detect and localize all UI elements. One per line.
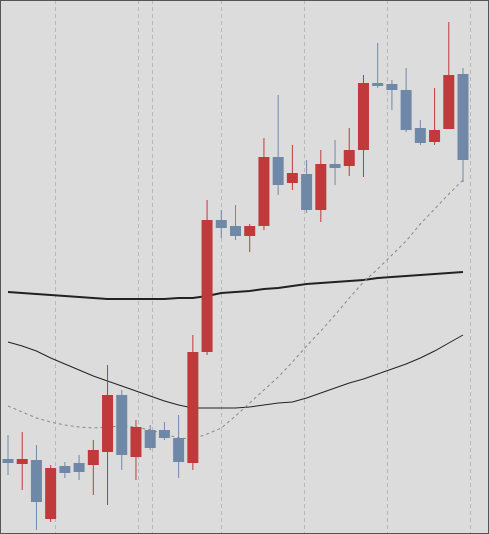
- moving-average-line: [7, 334, 464, 409]
- candle-body: [87, 450, 99, 465]
- candle-body: [457, 74, 469, 160]
- candle-body: [329, 164, 341, 168]
- candle-body: [45, 468, 57, 519]
- candle-body: [2, 459, 14, 463]
- candle-body: [315, 164, 327, 210]
- candle-body: [73, 463, 85, 472]
- moving-average-line: [7, 271, 464, 300]
- candle-body: [173, 438, 185, 462]
- candle-body: [187, 352, 199, 463]
- candle-body: [272, 157, 284, 185]
- candle-body: [414, 128, 426, 143]
- candle-body: [16, 459, 28, 464]
- candle-body: [400, 90, 412, 130]
- candle-body: [301, 174, 313, 210]
- candle-body: [286, 173, 298, 183]
- candle-body: [130, 427, 142, 457]
- candle-body: [30, 460, 42, 502]
- candle-body: [372, 83, 384, 86]
- candle-body: [201, 220, 213, 352]
- candle-body: [343, 150, 355, 166]
- candle-body: [443, 75, 455, 129]
- candle-body: [386, 84, 398, 90]
- candle-body: [258, 157, 270, 226]
- candle-body: [244, 226, 256, 236]
- candle-body: [59, 466, 71, 473]
- candle-body: [144, 430, 156, 448]
- candle-body: [158, 430, 170, 438]
- candle-body: [230, 226, 241, 236]
- candle-body: [215, 220, 227, 228]
- candle-body: [357, 83, 369, 150]
- moving-average-line: [7, 179, 464, 440]
- candle-body: [429, 130, 441, 142]
- candle-body: [116, 395, 128, 455]
- candle-body: [102, 395, 114, 452]
